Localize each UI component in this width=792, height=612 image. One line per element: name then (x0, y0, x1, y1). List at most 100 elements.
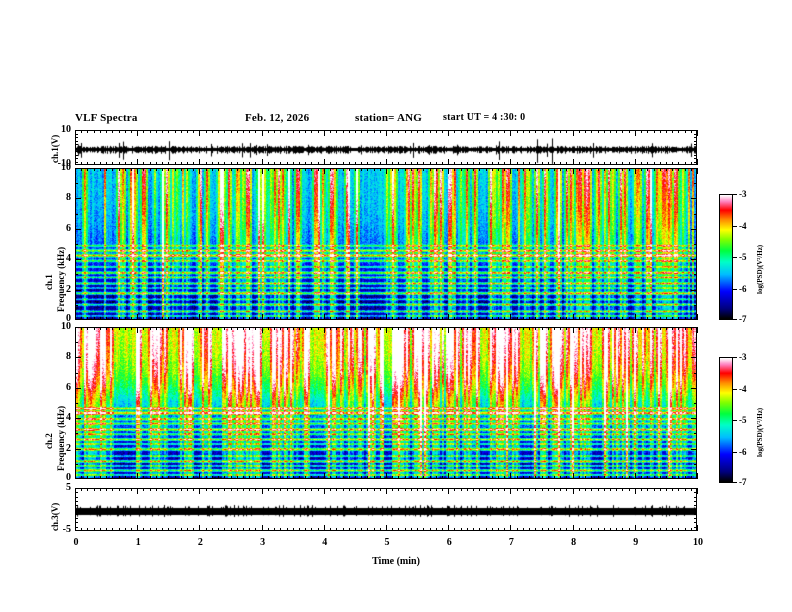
ch2-spectrogram-ylabel-frequency: Frequency (kHz) (56, 405, 66, 471)
x-tick (479, 327, 481, 330)
x-tick (404, 528, 406, 531)
x-tick (224, 130, 226, 133)
y-tick (694, 274, 697, 276)
x-tick (510, 488, 512, 494)
x-tick (342, 476, 344, 479)
x-tick (348, 162, 350, 165)
y-minor-tick (75, 154, 78, 156)
x-tick (305, 488, 307, 491)
x-tick (137, 130, 139, 136)
x-tick (99, 168, 101, 171)
x-tick (274, 476, 275, 479)
x-tick (622, 528, 624, 531)
x-tick (267, 476, 269, 479)
x-tick (647, 528, 649, 531)
x-tick (93, 327, 95, 330)
ch2-spectrogram-canvas (76, 328, 696, 478)
y-tick (691, 259, 697, 261)
x-tick (659, 476, 661, 479)
x-tick (404, 168, 406, 171)
y-minor-tick (75, 140, 78, 142)
x-tick (697, 525, 698, 531)
x-tick (199, 168, 201, 174)
x-tick (230, 130, 232, 133)
x-tick (628, 130, 630, 133)
x-tick-label: 3 (260, 537, 266, 548)
x-tick (659, 317, 661, 320)
y-tick (75, 418, 81, 420)
x-tick (286, 327, 288, 330)
y-tick (75, 478, 81, 479)
y-minor-tick (75, 161, 78, 163)
x-tick (504, 476, 506, 479)
x-tick (404, 488, 406, 491)
x-tick (647, 476, 649, 479)
x-tick (386, 488, 387, 494)
x-tick (585, 162, 586, 165)
x-tick (137, 473, 139, 479)
x-tick (379, 130, 381, 133)
y-tick (691, 319, 697, 320)
y-tick (691, 448, 697, 450)
x-tick (417, 162, 419, 165)
x-tick (205, 168, 207, 171)
x-tick (392, 168, 394, 171)
x-tick (485, 162, 487, 165)
x-tick (473, 168, 475, 171)
x-tick (460, 476, 462, 479)
x-tick (106, 528, 108, 531)
x-tick (149, 317, 151, 320)
x-tick (553, 168, 555, 171)
x-tick (193, 130, 195, 133)
x-tick (323, 327, 325, 333)
x-tick (498, 528, 499, 531)
x-tick (653, 168, 655, 171)
x-tick (429, 168, 431, 171)
x-tick (379, 168, 381, 171)
x-tick (429, 317, 431, 320)
x-tick (498, 327, 499, 330)
x-tick (442, 168, 443, 171)
colorbar-tick-label: -6 (739, 446, 747, 457)
x-tick (180, 488, 182, 491)
x-tick (118, 162, 120, 165)
x-tick (398, 317, 400, 320)
x-tick (311, 488, 313, 491)
x-tick (697, 168, 698, 174)
x-tick (162, 168, 164, 171)
x-tick (187, 168, 188, 171)
x-tick (143, 130, 145, 133)
x-tick (522, 528, 524, 531)
x-tick (473, 488, 475, 491)
x-tick (274, 528, 275, 531)
x-tick (516, 528, 518, 531)
x-tick (87, 130, 89, 133)
x-tick (373, 327, 375, 330)
y-minor-tick (75, 505, 78, 507)
colorbar-tick-label: -7 (739, 314, 747, 324)
x-tick (317, 488, 319, 491)
x-tick (454, 476, 456, 479)
x-tick (672, 130, 674, 133)
y-tick (691, 327, 697, 328)
x-tick-label: 8 (571, 537, 577, 548)
y-tick-label: -10 (57, 158, 71, 169)
x-tick (361, 327, 363, 330)
x-tick (529, 488, 531, 491)
x-tick (323, 488, 325, 494)
x-tick (678, 162, 680, 165)
x-tick (522, 327, 524, 330)
x-tick (280, 476, 282, 479)
x-tick (460, 488, 462, 491)
x-tick (404, 317, 406, 320)
x-tick (361, 528, 363, 531)
x-tick (124, 476, 126, 479)
y-tick (691, 130, 697, 131)
x-tick (75, 473, 76, 479)
ch2-spectrogram-ylabel-channel: ch.2 (44, 433, 54, 449)
x-tick (267, 488, 269, 491)
ch1-spectrogram-canvas (76, 169, 696, 319)
x-tick (510, 525, 512, 531)
x-tick (274, 162, 275, 165)
x-tick (585, 168, 586, 171)
